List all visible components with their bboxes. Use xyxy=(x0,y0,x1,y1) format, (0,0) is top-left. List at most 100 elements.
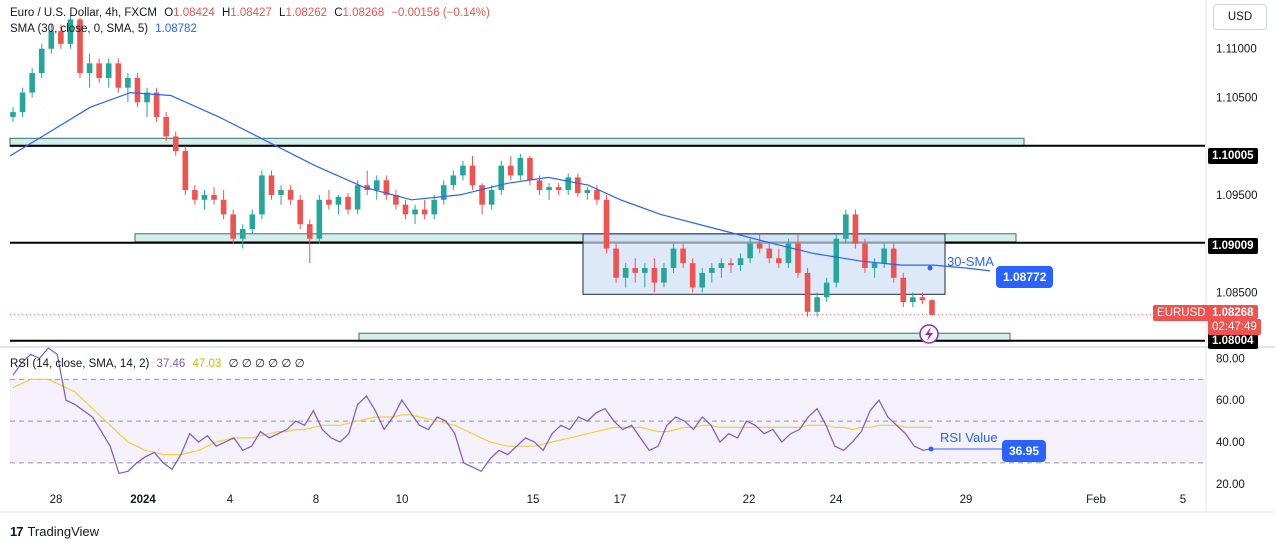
candle-body xyxy=(163,116,169,137)
candle-body xyxy=(517,157,524,176)
candle-body xyxy=(393,194,399,205)
candle-body xyxy=(58,31,64,44)
time-tick-label: 29 xyxy=(960,494,973,506)
candle-body xyxy=(804,272,811,312)
candle-body xyxy=(689,263,696,288)
rsi-tick-label: 40.00 xyxy=(1216,437,1245,449)
time-tick-label: 15 xyxy=(527,494,540,506)
rsi-annotation: RSI Value xyxy=(940,430,998,445)
open-label: O xyxy=(164,7,174,19)
candle-body xyxy=(584,190,591,193)
sma-callout: 1.08772 xyxy=(996,266,1054,288)
candle-body xyxy=(105,63,112,78)
price-tick-label: 1.11000 xyxy=(1216,44,1257,56)
candle-body xyxy=(613,248,619,278)
candle-body xyxy=(929,300,935,315)
rsi-tick-label: 20.00 xyxy=(1216,479,1245,491)
candle-body xyxy=(287,190,294,200)
last-price-symbol: EURUSD xyxy=(1153,305,1210,321)
rsi-callout: 36.95 xyxy=(1002,440,1047,462)
candle-body xyxy=(718,263,725,269)
candle-body xyxy=(259,175,265,215)
candle-body xyxy=(823,282,830,298)
candle-body xyxy=(96,63,102,78)
low-value: 1.08262 xyxy=(285,7,328,19)
candle-body xyxy=(642,268,648,273)
candle-body xyxy=(479,185,485,205)
candle-body xyxy=(306,224,313,239)
candle-body xyxy=(134,77,141,103)
candle-body xyxy=(469,165,476,186)
candle-body xyxy=(795,243,801,273)
candle-body xyxy=(86,63,93,74)
tradingview-logo-icon: 17 xyxy=(10,524,24,539)
candle-body xyxy=(431,199,438,215)
candle-body xyxy=(814,297,820,312)
candle-body xyxy=(48,31,55,49)
candle-body xyxy=(555,187,562,191)
candle-body xyxy=(575,177,581,193)
time-tick-label: 8 xyxy=(313,494,319,506)
candle-body xyxy=(680,248,686,264)
symbol-title: Euro / U.S. Dollar, 4h, FXCM xyxy=(10,7,157,19)
candle-body xyxy=(737,258,744,266)
rsi-tick-label: 60.00 xyxy=(1216,395,1245,407)
candle-body xyxy=(862,243,868,269)
candle-body xyxy=(354,185,361,210)
candle-body xyxy=(383,180,390,195)
candle-body xyxy=(201,194,208,200)
time-tick-label: 4 xyxy=(227,494,234,506)
currency-button[interactable]: USD xyxy=(1213,4,1267,30)
candle-body xyxy=(38,48,45,74)
candle-body xyxy=(19,92,26,113)
candle-body xyxy=(785,243,792,264)
candle-body xyxy=(278,190,284,195)
time-tick-label: 17 xyxy=(614,494,627,506)
sma-annotation: 30-SMA xyxy=(947,254,994,269)
candle-body xyxy=(498,165,505,191)
candle-body xyxy=(440,185,447,200)
candle-body xyxy=(450,175,457,186)
tradingview-logo[interactable]: 17 TradingView xyxy=(10,524,99,539)
rsi-value: 37.46 xyxy=(156,358,186,370)
level-badge-3: 1.08004 xyxy=(1208,333,1258,349)
candle-body xyxy=(632,268,639,273)
candle-body xyxy=(622,268,629,278)
candle-body xyxy=(756,243,763,249)
candle-body xyxy=(220,199,227,215)
low-label: L xyxy=(279,7,286,19)
change-value: −0.00156 (−0.14%) xyxy=(391,7,490,19)
candle-body xyxy=(709,268,715,273)
sma-legend[interactable]: SMA (30, close, 0, SMA, 5) 1.08782 xyxy=(10,23,197,35)
candle-body xyxy=(192,190,198,200)
rsi-line xyxy=(12,347,933,475)
candle-body xyxy=(843,214,849,239)
high-label: H xyxy=(221,7,231,19)
sma-annotation-dot xyxy=(927,265,933,271)
sma-label: SMA (30, close, 0, SMA, 5) xyxy=(10,23,149,35)
candle-body xyxy=(661,268,667,283)
candle-body xyxy=(67,19,74,44)
candle-body xyxy=(919,297,926,301)
candle-body xyxy=(402,204,409,215)
time-tick-label: 10 xyxy=(396,494,409,506)
candle-body xyxy=(900,277,907,303)
candle-body xyxy=(546,187,552,191)
price-tick-label: 1.08500 xyxy=(1216,287,1258,299)
candle-body xyxy=(460,165,466,176)
time-tick-label: Feb xyxy=(1086,494,1106,506)
close-value: 1.08268 xyxy=(342,7,385,19)
rsi-tick-label: 80.00 xyxy=(1216,353,1245,365)
time-tick-label: 2024 xyxy=(130,494,156,506)
tradingview-logo-text: TradingView xyxy=(27,524,100,539)
candle-body xyxy=(268,175,275,195)
candle-body xyxy=(747,243,753,259)
candle-body xyxy=(172,136,179,152)
candle-body xyxy=(776,258,782,264)
consolidation-box xyxy=(582,233,946,295)
candle-body xyxy=(699,272,706,288)
candle-body xyxy=(507,165,514,176)
rsi-legend[interactable]: RSI (14, close, SMA, 14, 2) 37.46 47.03 … xyxy=(10,356,305,370)
level-badge-2: 1.09009 xyxy=(1208,238,1258,254)
